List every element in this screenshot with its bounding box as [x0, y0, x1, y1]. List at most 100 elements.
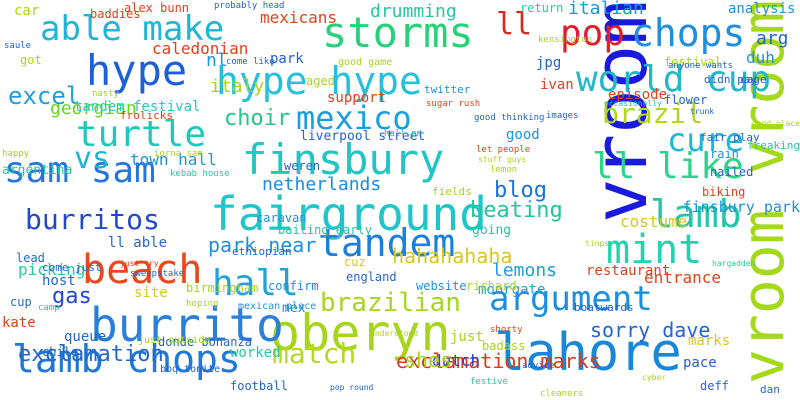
cloud-word: match — [272, 337, 357, 370]
cloud-word: advice — [522, 361, 555, 371]
cloud-word: freaking — [747, 139, 800, 152]
cloud-word: aged — [306, 74, 335, 88]
cloud-word: football — [230, 379, 288, 393]
cloud-word: donde bonanza — [158, 335, 252, 349]
cloud-word: frolicks — [120, 109, 173, 122]
cloud-word: anyone wants — [668, 61, 734, 71]
cloud-word: excel — [8, 82, 81, 110]
cloud-word: mexican place — [238, 301, 317, 312]
cloud-word: come just — [42, 261, 102, 274]
cloud-word: turtle — [76, 114, 207, 155]
cloud-word: sweepstake — [130, 269, 185, 279]
cloud-word: return — [520, 1, 564, 15]
cloud-word: probably head — [214, 1, 285, 11]
cloud-word: mint — [606, 227, 703, 273]
cloud-word: host — [42, 273, 76, 289]
cloud-word: festive — [470, 377, 508, 387]
cloud-word: festival — [664, 55, 722, 69]
cloud-word: support — [327, 90, 387, 106]
cloud-word: pop round — [330, 383, 374, 392]
cloud-word: blog — [494, 178, 547, 203]
cloud-word: alex bunn — [124, 1, 190, 15]
cloud-word: picking — [18, 260, 86, 279]
cloud-word: trunk — [690, 107, 715, 116]
cloud-word: just outside — [138, 335, 211, 346]
cloud-word: lead — [16, 251, 45, 265]
cloud-word: nasty — [92, 89, 120, 99]
cloud-word: town hall — [130, 150, 217, 169]
cloud-word: choir — [224, 106, 291, 131]
cloud-word: hype hype — [216, 59, 422, 103]
cloud-word: hall pm — [384, 129, 422, 139]
cloud-word: tandem — [318, 221, 456, 265]
cloud-word: fields — [432, 185, 472, 198]
cloud-word: kebab house — [170, 169, 230, 179]
cloud-word: fairground — [210, 187, 487, 241]
cloud-word: birmingham — [186, 281, 259, 295]
cloud-word: happy — [2, 149, 30, 159]
cloud-word: entrance — [644, 268, 722, 287]
cloud-word: world cup — [576, 59, 772, 100]
cloud-word: kensington — [538, 35, 593, 45]
cloud-word: tandem festival — [74, 99, 201, 115]
cloud-word: caravan — [256, 211, 307, 225]
cloud-word: hall — [212, 263, 299, 304]
cloud-word: restaurant — [586, 263, 671, 279]
cloud-word: analysis — [728, 1, 796, 17]
cloud-word: episode — [608, 87, 668, 103]
cloud-word: hoping — [186, 299, 219, 309]
cloud-word: good — [506, 127, 540, 143]
cloud-word: going — [472, 223, 512, 238]
cloud-word: iorna sam — [154, 149, 203, 159]
cloud-word: marks — [688, 333, 731, 349]
cloud-word: lahore — [494, 323, 682, 383]
cloud-word: liverpool street — [300, 129, 426, 144]
cloud-word: occasionally — [604, 99, 662, 108]
cloud-word: burritos — [25, 203, 160, 236]
cloud-word: bailing early — [278, 223, 372, 237]
cloud-word: brazilian — [320, 288, 461, 318]
cloud-word: chile — [42, 345, 79, 359]
cloud-word: brazil — [602, 97, 704, 130]
cloud-word: cyber — [642, 373, 667, 382]
cloud-word: saule — [4, 41, 32, 51]
cloud-word: beating — [470, 198, 563, 223]
cloud-word: fair play — [700, 131, 760, 144]
cloud-word: ll — [496, 7, 533, 42]
cloud-word: images — [546, 111, 579, 121]
cloud-word: kate — [2, 315, 36, 331]
cloud-word: sugar rush — [426, 99, 481, 109]
cloud-word: just — [450, 329, 484, 345]
cloud-word: stuff guys — [478, 155, 527, 164]
cloud-word: ll like — [592, 146, 744, 187]
cloud-word: come like — [226, 57, 275, 67]
cloud-word: argentina — [2, 163, 73, 178]
cloud-word: queue — [64, 329, 107, 345]
cloud-word: just try — [120, 259, 159, 268]
cloud-word: park near — [208, 233, 317, 257]
cloud-word: mex — [282, 301, 306, 316]
cloud-word: dan — [760, 383, 780, 396]
cloud-word: good thinking — [474, 113, 545, 123]
cloud-word: netherlands — [262, 174, 382, 195]
cloud-word: exclamation — [18, 342, 164, 367]
cloud-word: pace — [683, 355, 717, 371]
cloud-word: lamb — [650, 192, 742, 236]
cloud-word: able make — [40, 9, 225, 49]
cloud-word: hahahahaha — [392, 244, 513, 268]
cloud-word: england — [346, 270, 397, 284]
cloud-word: sorry dave — [590, 318, 711, 342]
cloud-word: park — [270, 51, 304, 67]
cloud-word: let people — [476, 145, 531, 155]
cloud-word: cuz — [344, 255, 366, 269]
cloud-word: twitter — [424, 83, 471, 96]
cloud-word: duh — [746, 48, 775, 67]
cloud-word: lamb chops — [12, 337, 241, 381]
cloud-word: beach — [82, 247, 203, 293]
cloud-word: rain — [710, 147, 739, 161]
cloud-word: nl — [206, 50, 228, 71]
cloud-word: cure — [667, 121, 745, 159]
cloud-word: lemons — [492, 260, 558, 281]
cloud-word: badass — [482, 339, 526, 353]
